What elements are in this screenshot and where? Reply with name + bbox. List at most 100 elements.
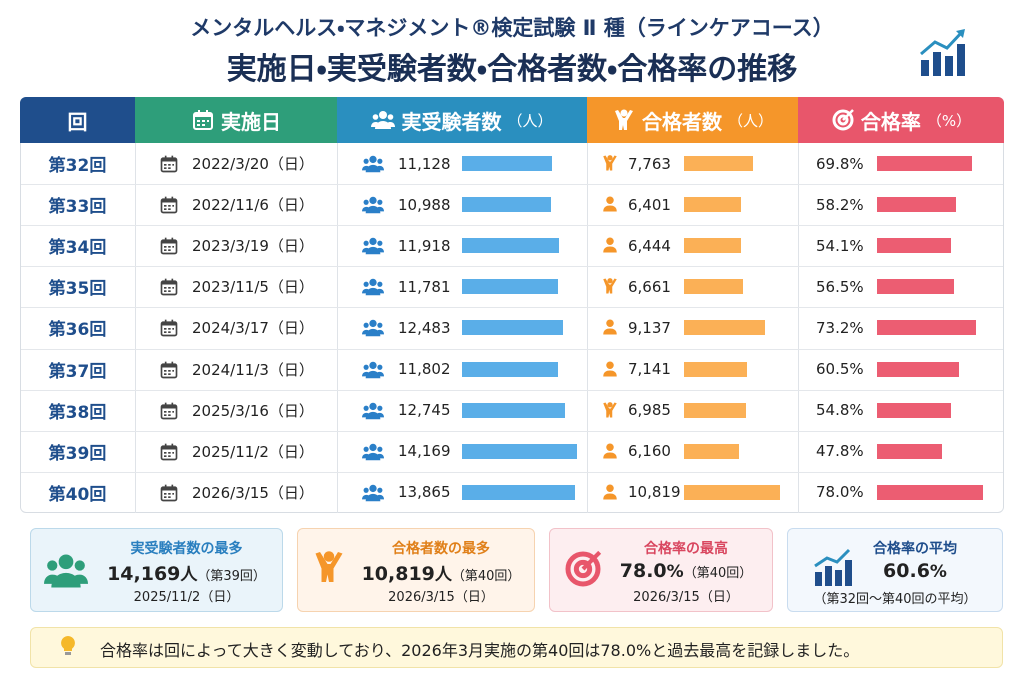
header-icon (191, 108, 215, 132)
examinees-label: 11,802 (398, 360, 451, 378)
icon-svg (44, 554, 88, 588)
round: 第32回 (48, 156, 107, 176)
date: 2024/11/3（日） (192, 360, 314, 379)
passers-bar (684, 402, 746, 418)
date: 2025/3/16（日） (192, 401, 314, 420)
card-note: （第39回） (197, 569, 266, 584)
passers-bar (684, 443, 739, 459)
icon-svg (160, 196, 178, 214)
card-value: 14,169人（第39回） (100, 560, 273, 585)
examinees-bar (462, 238, 559, 254)
passers-label: 6,401 (628, 195, 671, 214)
icon-svg (603, 155, 617, 171)
summary-card (787, 528, 1003, 612)
examinees-label: 11,128 (398, 154, 451, 173)
icon-svg (603, 401, 617, 418)
examinees-label: 13,865 (398, 483, 451, 502)
chart-icon (920, 29, 965, 76)
passers-label: 6,160 (628, 442, 671, 461)
round: 第38回 (48, 402, 107, 423)
card-date: 2025/11/2（日） (133, 590, 240, 605)
column-divider (798, 143, 799, 513)
icon (601, 235, 619, 255)
icon-svg (160, 320, 178, 337)
examinees-bar (462, 484, 575, 500)
card-unit: % (929, 562, 947, 582)
header-cell: 合格者数 （人） (587, 97, 798, 143)
icon-svg (160, 402, 178, 419)
icon (358, 441, 388, 463)
card-unit: 人 (434, 565, 452, 585)
icon (159, 277, 179, 297)
icon (601, 359, 619, 379)
icon-svg (362, 279, 384, 296)
passers-label: 6,661 (628, 277, 671, 296)
icon-svg (362, 196, 384, 214)
passers-label: 7,763 (628, 154, 671, 173)
card-value: 10,819人（第40回） (357, 560, 525, 585)
row-divider (21, 184, 1003, 186)
title: メンタルヘルス・マネジメント®検定試験 Ⅱ 種（ラインケアコース） (190, 16, 834, 40)
header-title: 合格率 (860, 109, 921, 134)
row-divider (21, 471, 1003, 473)
footer-note: 合格率は回によって大きく変動しており、2026年3月実施の第40回は78.0%と… (100, 641, 860, 660)
examinees-bar (462, 197, 552, 213)
icon-svg (160, 361, 178, 378)
rate-label: 69.8% (816, 154, 864, 173)
rate-label: 73.2% (816, 318, 864, 337)
icon-svg (603, 237, 617, 253)
subtitle: 実施日・実受験者数・合格者数・合格率の推移 (226, 52, 798, 87)
header-cell: 回 (20, 97, 135, 143)
icon (159, 483, 179, 503)
row-divider (21, 389, 1003, 391)
round: 第40回 (48, 484, 107, 505)
rate-bar (877, 156, 972, 171)
icon (358, 194, 388, 216)
rate-label: 47.8% (816, 442, 864, 461)
icon-svg (603, 361, 617, 376)
examinees-label: 11,781 (398, 277, 451, 296)
card-note: （第40回） (683, 566, 753, 581)
icon-svg (371, 111, 396, 129)
date: 2022/11/6（日） (192, 196, 314, 215)
icon-svg (814, 548, 852, 586)
examinees-bar (462, 320, 564, 336)
passers-label: 6,985 (628, 401, 671, 420)
icon-svg (362, 443, 384, 460)
examinees-bar (462, 443, 577, 459)
row-divider (21, 307, 1003, 309)
icon (601, 482, 619, 502)
header-cell: 合格率 （%） (798, 97, 1004, 143)
summary-card (549, 528, 773, 612)
rate-bar (877, 197, 957, 213)
examinees-bar (462, 402, 566, 418)
column-divider (135, 143, 136, 513)
examinees-label: 12,483 (398, 318, 451, 337)
passers-bar (684, 320, 766, 336)
card-title: 実受験者数の最多 (130, 541, 243, 557)
card-value: 60.6% (837, 560, 993, 582)
header-title: 実施日 (221, 109, 281, 134)
card-note: （第40回） (451, 569, 521, 584)
icon (563, 549, 603, 589)
examinees-label: 12,745 (398, 401, 451, 420)
icon-svg (61, 636, 75, 655)
header-unit: （%） (926, 111, 972, 130)
header-icon (831, 108, 855, 132)
header-title: 回 (67, 109, 88, 134)
examinees-bar (462, 279, 558, 295)
icon (601, 400, 619, 420)
icon-svg (160, 278, 178, 296)
icon-svg (160, 155, 178, 173)
icon-svg (603, 443, 617, 459)
row-divider (21, 348, 1003, 350)
passers-bar (684, 361, 748, 377)
date: 2025/11/2（日） (192, 442, 314, 461)
rate-bar (877, 484, 983, 500)
round: 第37回 (48, 361, 107, 382)
passers-bar (684, 156, 753, 171)
summary-card (30, 528, 283, 612)
examinees-label: 14,169 (398, 442, 451, 461)
card-number: 60.6 (883, 560, 930, 582)
